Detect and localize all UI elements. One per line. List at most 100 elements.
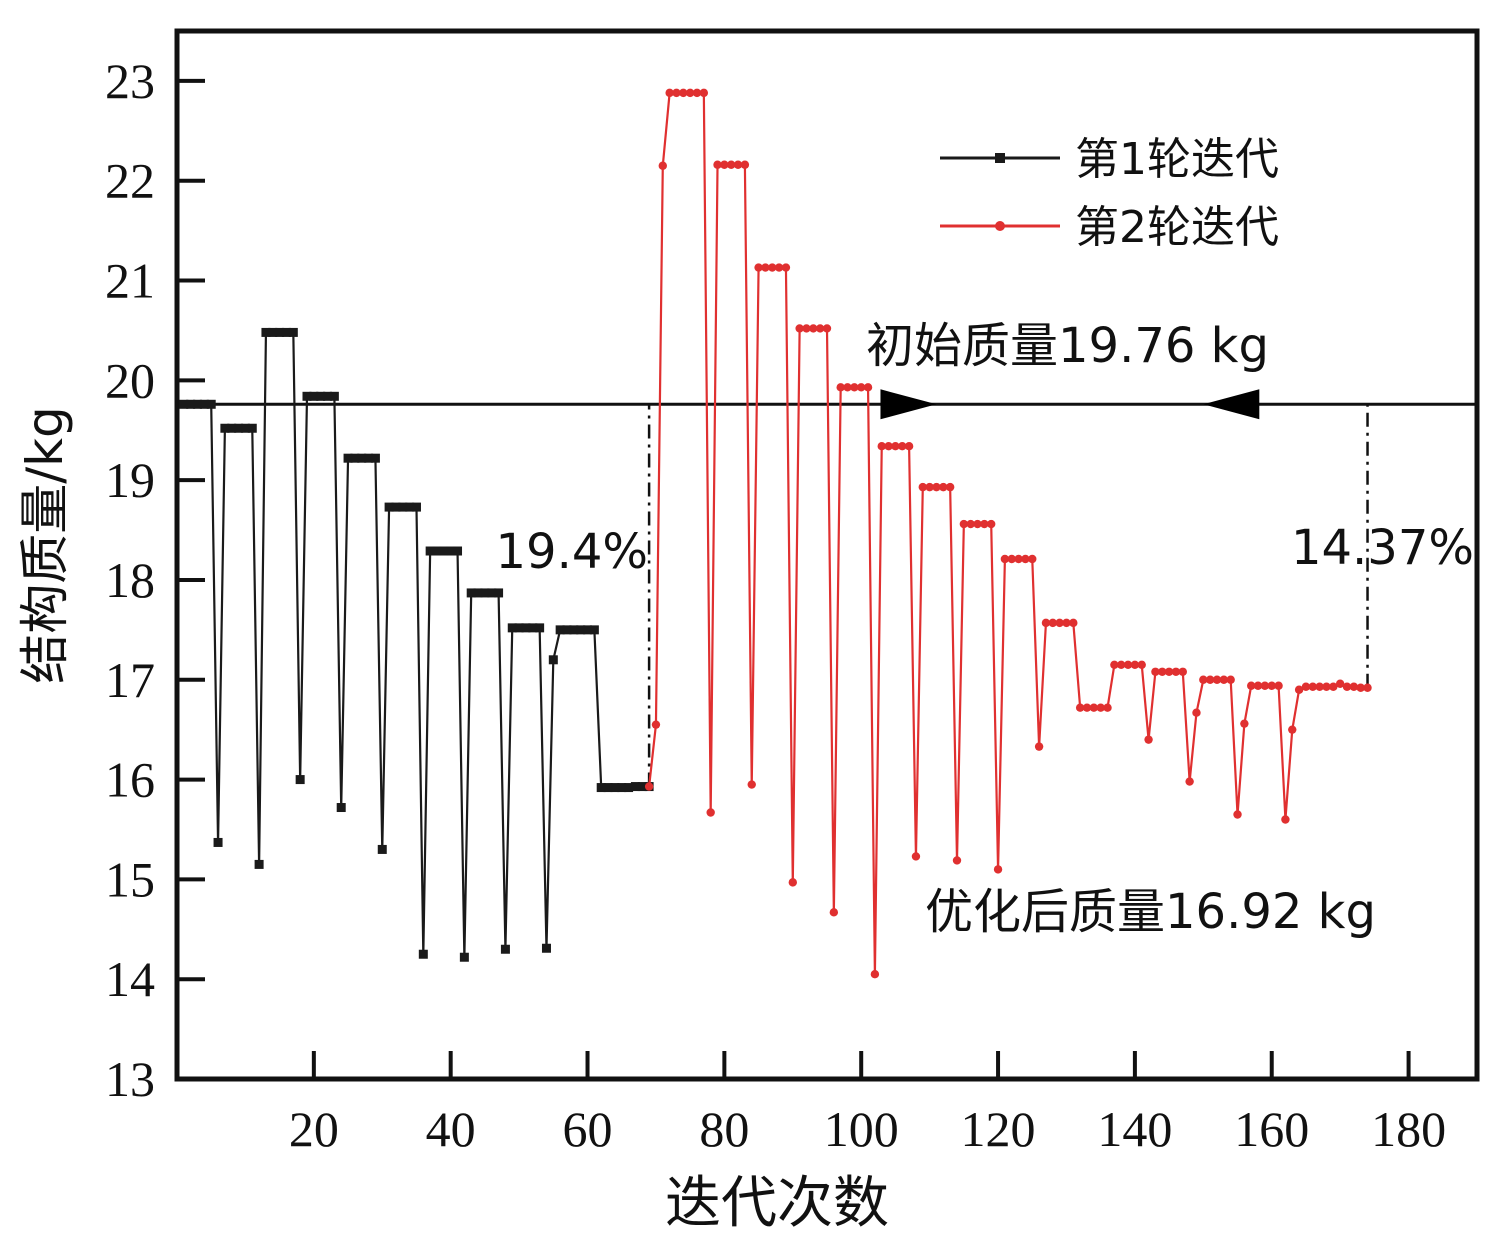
data-point [206,399,216,409]
data-point [583,625,593,635]
data-point [535,623,545,633]
data-point [500,944,510,954]
data-point [576,625,586,635]
data-point [453,546,463,556]
data-point [541,943,551,953]
data-point [350,453,360,463]
data-point [295,775,305,785]
data-point [1240,719,1249,728]
series-2 [644,88,1372,979]
data-point [1233,810,1242,819]
data-point [487,588,497,598]
data-point [617,783,627,793]
data-point [1041,618,1051,628]
legend: 第1轮迭代 第2轮迭代 [940,134,1279,253]
x-tick-label: 100 [824,1101,899,1157]
data-point [904,442,914,451]
data-point [336,803,346,813]
data-point [1075,703,1085,712]
data-point [1069,618,1078,628]
data-point [234,423,244,433]
data-point [548,655,558,665]
data-point [1322,682,1331,691]
data-point [1274,681,1283,690]
data-point [959,519,969,529]
y-tick-label: 13 [105,1051,155,1107]
arrow-head [880,389,937,420]
reduction-round1-label: 19.4% [496,524,648,580]
data-point [679,88,688,98]
data-point [1205,675,1215,684]
data-point [665,88,674,98]
data-point [692,88,702,98]
legend-label-series1: 第1轮迭代 [1075,134,1279,185]
data-point [945,482,955,492]
data-point [891,442,900,451]
data-point [1034,742,1044,751]
data-point [624,783,634,793]
data-point [1288,725,1297,734]
data-point [829,908,839,917]
data-point [713,160,722,169]
data-point [596,783,606,793]
data-point [1315,682,1324,691]
data-point [1356,683,1365,692]
data-point [836,383,845,392]
data-point [323,391,333,401]
data-point [254,859,264,869]
data-point [932,482,941,492]
data-point [706,808,715,817]
data-point [1048,618,1057,628]
data-point [1137,660,1146,669]
data-point [275,327,285,337]
data-point [939,482,948,492]
data-point [370,453,380,463]
data-point [815,324,825,333]
data-point [1281,815,1290,824]
data-point [1363,683,1372,692]
data-point [1007,554,1016,564]
data-point [1144,735,1153,744]
x-tick-label: 20 [289,1101,339,1157]
data-point [186,399,196,409]
y-tick-label: 23 [105,53,155,109]
data-point [1260,681,1270,690]
y-axis-title: 结构质量/kg [16,406,74,684]
y-tick-label: 15 [105,851,155,907]
data-point [987,519,996,529]
data-point [1247,681,1256,690]
data-point [1055,618,1064,628]
data-point [288,327,298,337]
data-point [911,852,921,861]
data-point [1253,681,1263,690]
data-point [1117,660,1126,669]
data-point [1185,777,1194,786]
data-point [740,160,750,169]
data-point [281,327,291,337]
data-point [795,324,804,333]
tick-labels-layer: 13 14 15 16 17 18 19 20 21 22 23 20 40 60 80 100 120 140 1… [105,53,1446,1157]
plot-frame [174,28,1480,1082]
data-point [1349,682,1359,691]
data-point [398,502,408,512]
data-point [802,324,811,333]
data-point [528,623,538,633]
x-tick-label: 160 [1234,1101,1309,1157]
data-point [1199,675,1208,684]
data-point [768,263,777,272]
data-point [993,865,1003,874]
y-tick-label: 16 [105,752,155,808]
data-point [781,263,791,272]
data-point [1130,660,1140,669]
y-tick-label: 22 [105,153,155,209]
data-point [494,588,504,598]
data-point [1335,679,1345,688]
data-point [1329,682,1338,691]
data-point [418,949,428,959]
data-point [843,383,852,392]
data-point [268,327,278,337]
data-point [1062,618,1071,628]
data-point [261,327,271,337]
data-point [589,625,599,635]
